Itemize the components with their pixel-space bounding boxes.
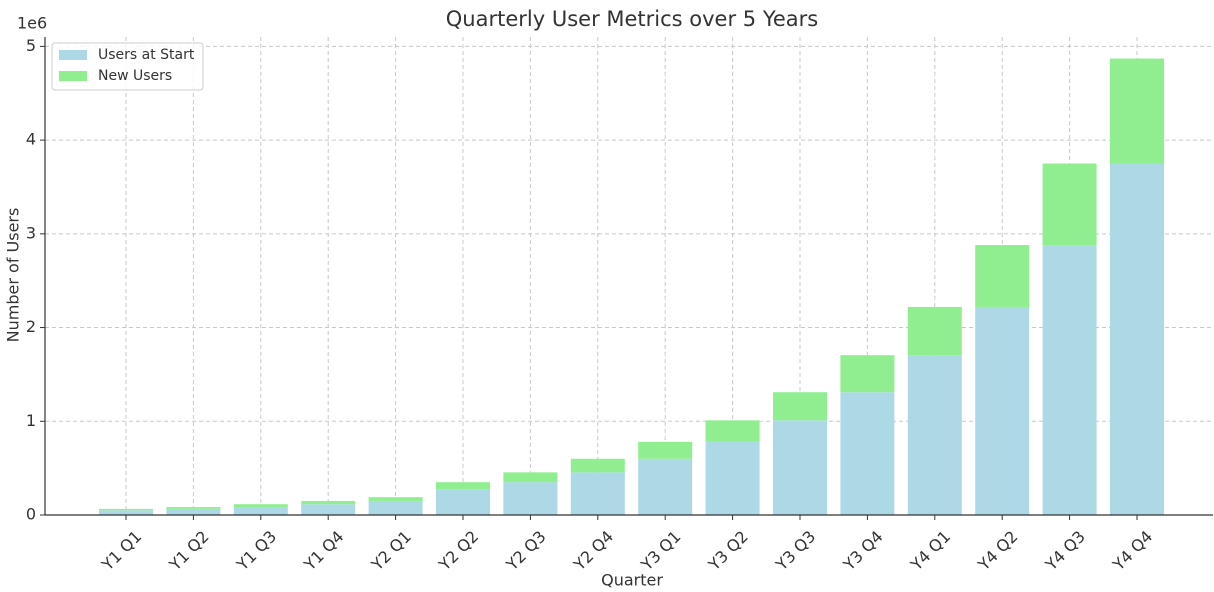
bar-segment: [233, 507, 288, 515]
x-tick-label: Y3 Q1: [637, 527, 685, 575]
bar-segment: [907, 355, 962, 515]
y-offset-label: 1e6: [17, 14, 47, 33]
bar-segment: [705, 441, 760, 515]
bar-segment: [99, 510, 153, 515]
x-tick-label: Y1 Q3: [232, 527, 280, 575]
legend-swatch: [59, 71, 87, 81]
bar-segment: [1042, 245, 1097, 515]
bar-segment: [840, 392, 895, 515]
bar-segment: [99, 508, 153, 511]
bar-segment: [436, 489, 490, 515]
bar-segment: [705, 420, 760, 442]
chart-title: Quarterly User Metrics over 5 Years: [446, 7, 818, 31]
bar-segment: [503, 472, 558, 483]
x-tick-label: Y3 Q2: [704, 527, 752, 575]
x-tick-label: Y1 Q4: [300, 527, 348, 575]
bar-segment: [570, 472, 625, 515]
bar-segment: [166, 508, 221, 515]
legend-label: New Users: [98, 68, 172, 84]
legend-box: [51, 42, 204, 91]
x-tick-label: Y4 Q1: [906, 527, 954, 575]
legend: Users at Start New Users: [51, 42, 204, 91]
x-tick-label: Y3 Q3: [771, 527, 819, 575]
x-tick-label: Y1 Q1: [97, 527, 145, 575]
x-axis-label: Quarter: [601, 571, 663, 590]
bar-segment: [368, 500, 423, 515]
bar-segment: [975, 245, 1030, 307]
y-tick-label: 5: [26, 36, 36, 55]
y-tick-label: 2: [26, 317, 36, 336]
bar-segment: [1042, 163, 1097, 246]
bar-segment: [773, 392, 827, 421]
y-axis-label: Number of Users: [4, 208, 23, 343]
x-tick-label: Y4 Q2: [974, 527, 1022, 575]
bar-segment: [233, 504, 288, 508]
legend-label: Users at Start: [98, 47, 195, 63]
y-tick-label: 3: [26, 223, 36, 242]
x-tick-label: Y2 Q2: [434, 527, 482, 575]
y-tick-label: 4: [26, 130, 36, 149]
x-tick-label: Y2 Q3: [502, 527, 550, 575]
bar-segment: [1110, 58, 1164, 164]
y-tick-label: 1: [26, 411, 36, 430]
x-tick-label: Y2 Q1: [367, 527, 415, 575]
bar-segment: [503, 482, 558, 515]
bar-segment: [840, 355, 895, 393]
x-tick-label: Y4 Q3: [1041, 527, 1089, 575]
bar-segment: [773, 420, 827, 515]
bar-segment: [368, 497, 423, 501]
bar-segment: [638, 458, 693, 515]
legend-swatch: [59, 50, 87, 60]
bar-segment: [638, 441, 693, 459]
bar-segment: [975, 306, 1030, 515]
bar-segment: [166, 507, 221, 509]
x-tick-label: Y3 Q4: [839, 527, 887, 575]
x-tick-label: Y4 Q4: [1108, 527, 1156, 575]
bar-segment: [301, 500, 356, 505]
bar-segment: [436, 482, 490, 490]
bar-segment: [1110, 163, 1164, 515]
grid: [45, 37, 1213, 516]
bars: [99, 58, 1164, 515]
x-tick-label: Y1 Q2: [165, 527, 213, 575]
x-tick-label: Y2 Q4: [569, 527, 617, 575]
y-tick-label: 0: [26, 505, 36, 524]
bar-segment: [907, 306, 962, 356]
bar-segment: [570, 458, 625, 473]
bar-segment: [301, 504, 356, 515]
